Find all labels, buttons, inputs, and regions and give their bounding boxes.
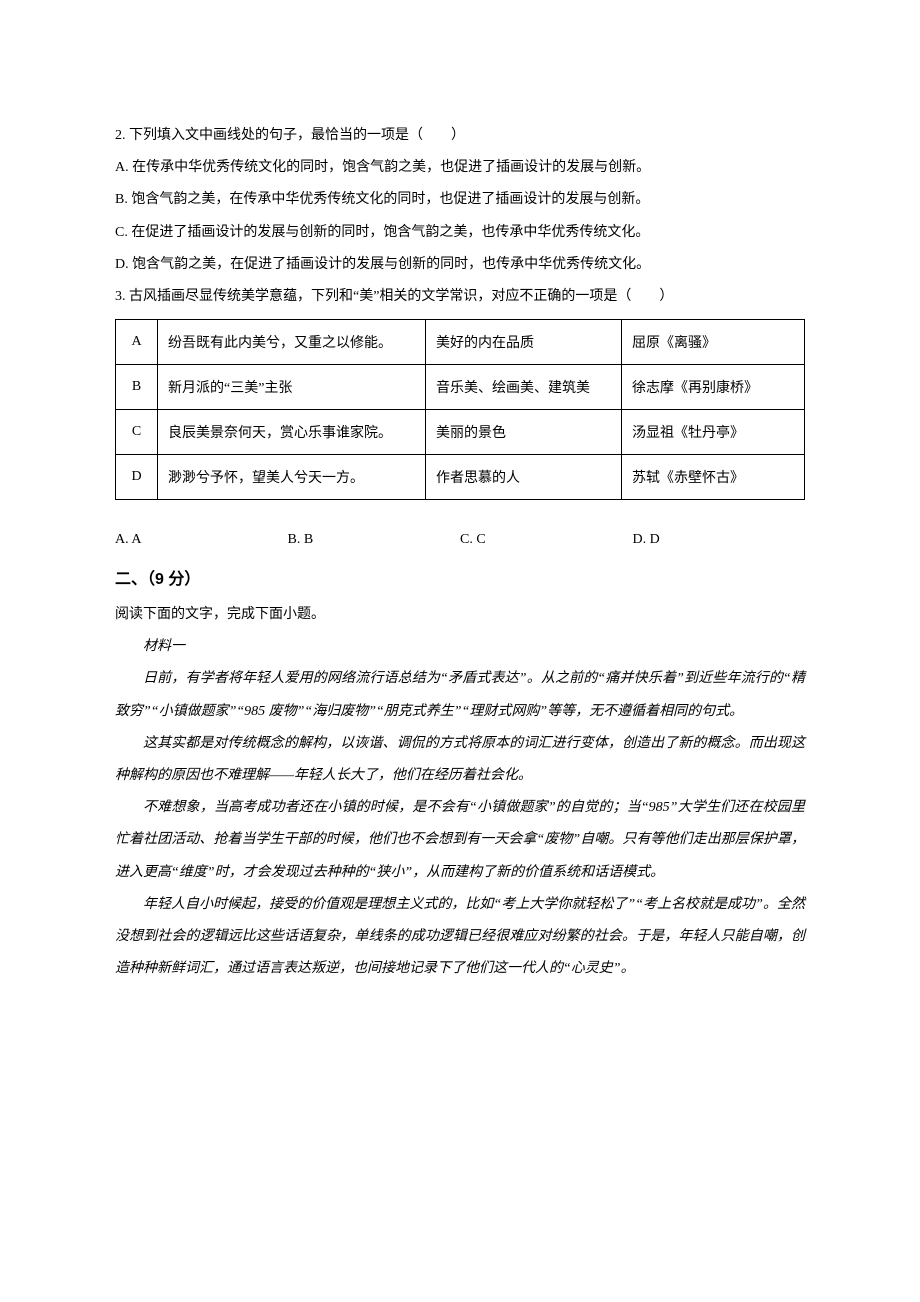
q2-option-b: B. 饱含气韵之美，在传承中华优秀传统文化的同时，也促进了插画设计的发展与创新。: [115, 184, 805, 216]
table-row: A 纷吾既有此内美兮，又重之以修能。 美好的内在品质 屈原《离骚》: [116, 320, 805, 365]
q2-option-a: A. 在传承中华优秀传统文化的同时，饱含气韵之美，也促进了插画设计的发展与创新。: [115, 152, 805, 184]
table-row: C 良辰美景奈何天，赏心乐事谁家院。 美丽的景色 汤显祖《牡丹亭》: [116, 410, 805, 455]
section2-heading: 二、（9 分）: [115, 562, 805, 599]
q3-row-a-text: 纷吾既有此内美兮，又重之以修能。: [158, 320, 426, 365]
q3-row-b-text: 新月派的“三美”主张: [158, 365, 426, 410]
q3-table: A 纷吾既有此内美兮，又重之以修能。 美好的内在品质 屈原《离骚》 B 新月派的…: [115, 319, 805, 500]
q3-row-d-meaning: 作者思慕的人: [426, 455, 622, 500]
q3-row-c-text: 良辰美景奈何天，赏心乐事谁家院。: [158, 410, 426, 455]
q3-row-b-label: B: [116, 365, 158, 410]
passage-p2: 这其实都是对传统概念的解构，以诙谐、调侃的方式将原本的词汇进行变体，创造出了新的…: [115, 728, 805, 792]
q2-stem: 2. 下列填入文中画线处的句子，最恰当的一项是（ ）: [115, 120, 805, 152]
material-label: 材料一: [115, 631, 805, 663]
q3-row-d-text: 渺渺兮予怀，望美人兮天一方。: [158, 455, 426, 500]
q3-stem: 3. 古风插画尽显传统美学意蕴，下列和“美”相关的文学常识，对应不正确的一项是（…: [115, 281, 805, 313]
q3-row-b-source: 徐志摩《再别康桥》: [622, 365, 805, 410]
q3-row-c-label: C: [116, 410, 158, 455]
q3-row-d-label: D: [116, 455, 158, 500]
q3-opt-a: A. A: [115, 524, 288, 556]
q2-option-d: D. 饱含气韵之美，在促进了插画设计的发展与创新的同时，也传承中华优秀传统文化。: [115, 249, 805, 281]
q3-row-b-meaning: 音乐美、绘画美、建筑美: [426, 365, 622, 410]
table-row: B 新月派的“三美”主张 音乐美、绘画美、建筑美 徐志摩《再别康桥》: [116, 365, 805, 410]
table-row: D 渺渺兮予怀，望美人兮天一方。 作者思慕的人 苏轼《赤壁怀古》: [116, 455, 805, 500]
q3-row-a-source: 屈原《离骚》: [622, 320, 805, 365]
q3-opt-b: B. B: [288, 524, 461, 556]
q3-row-a-meaning: 美好的内在品质: [426, 320, 622, 365]
passage-p3: 不难想象，当高考成功者还在小镇的时候，是不会有“小镇做题家”的自觉的；当“985…: [115, 792, 805, 889]
q3-row-c-source: 汤显祖《牡丹亭》: [622, 410, 805, 455]
passage-p1: 日前，有学者将年轻人爱用的网络流行语总结为“矛盾式表达”。从之前的“痛并快乐着”…: [115, 663, 805, 727]
passage-p4: 年轻人自小时候起，接受的价值观是理想主义式的，比如“考上大学你就轻松了”“考上名…: [115, 889, 805, 986]
q2-option-c: C. 在促进了插画设计的发展与创新的同时，饱含气韵之美，也传承中华优秀传统文化。: [115, 217, 805, 249]
q3-options: A. A B. B C. C D. D: [115, 524, 805, 556]
q3-row-a-label: A: [116, 320, 158, 365]
q3-row-d-source: 苏轼《赤壁怀古》: [622, 455, 805, 500]
section2-intro: 阅读下面的文字，完成下面小题。: [115, 599, 805, 631]
q3-opt-d: D. D: [633, 524, 806, 556]
q3-opt-c: C. C: [460, 524, 633, 556]
q3-row-c-meaning: 美丽的景色: [426, 410, 622, 455]
